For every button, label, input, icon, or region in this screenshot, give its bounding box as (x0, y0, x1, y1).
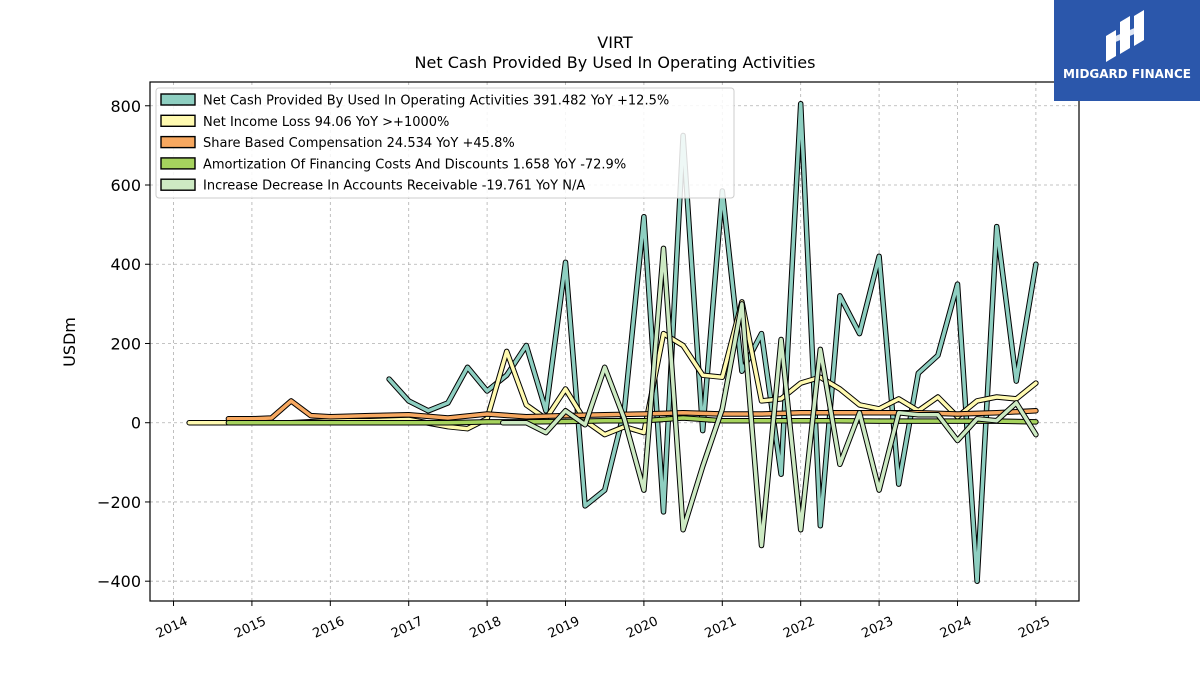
x-tick-label: 2018 (467, 614, 503, 642)
legend-entry: Net Cash Provided By Used In Operating A… (203, 94, 669, 109)
x-tick-label: 2014 (154, 614, 190, 642)
x-tick-label: 2025 (1016, 614, 1052, 642)
legend-entry: Increase Decrease In Accounts Receivable… (203, 179, 585, 194)
legend-swatch (160, 93, 196, 106)
series-4 (225, 415, 1039, 426)
x-tick-label: 2021 (703, 614, 739, 642)
x-tick-label: 2020 (624, 614, 660, 642)
plot-frame (149, 81, 1080, 602)
legend-swatch (160, 178, 196, 191)
series-line (226, 399, 1038, 421)
y-tick-label: 400 (110, 255, 141, 274)
y-ticks: −400 −200 0 200 400 600 800 (97, 97, 150, 591)
chart-title: VIRT (597, 33, 633, 52)
y-tick-label: 600 (110, 176, 141, 195)
x-tick-label: 2017 (389, 614, 425, 642)
legend-swatch (160, 157, 196, 170)
series-line (226, 416, 1038, 425)
brand-mark-icon (1106, 10, 1144, 62)
x-ticks: 2014 2015 2016 2017 2018 2019 2020 2021 2022 2023… (154, 601, 1053, 642)
brand-name: MIDGARD FINANCE (1063, 67, 1191, 81)
legend-entry: Share Based Compensation 24.534 YoY +45.… (203, 136, 515, 151)
series-5 (500, 245, 1039, 549)
x-tick-label: 2022 (781, 614, 817, 642)
y-tick-label: 800 (110, 97, 141, 116)
x-tick-label: 2015 (232, 614, 268, 642)
y-axis-label: USDm (60, 317, 79, 367)
x-tick-label: 2019 (546, 614, 582, 642)
y-tick-label: −200 (97, 493, 141, 512)
legend-entry: Amortization Of Financing Costs And Disc… (203, 157, 626, 172)
y-tick-label: 0 (131, 414, 141, 433)
y-tick-label: 200 (110, 334, 141, 353)
x-tick-label: 2023 (859, 614, 895, 642)
legend: Net Cash Provided By Used In Operating A… (155, 87, 735, 199)
legend-box (155, 87, 735, 199)
x-tick-label: 2016 (311, 614, 347, 642)
legend-swatch (160, 135, 196, 149)
series-line (501, 246, 1038, 548)
chart-subtitle: Net Cash Provided By Used In Operating A… (415, 53, 816, 72)
series-layer (186, 101, 1039, 584)
series-3 (225, 398, 1039, 422)
y-tick-label: −400 (97, 572, 141, 591)
legend-entry: Net Income Loss 94.06 YoY >+1000% (203, 115, 449, 130)
legend-swatch (160, 114, 196, 128)
x-tick-label: 2024 (938, 614, 974, 642)
brand-logo: MIDGARD FINANCE (1054, 0, 1200, 101)
